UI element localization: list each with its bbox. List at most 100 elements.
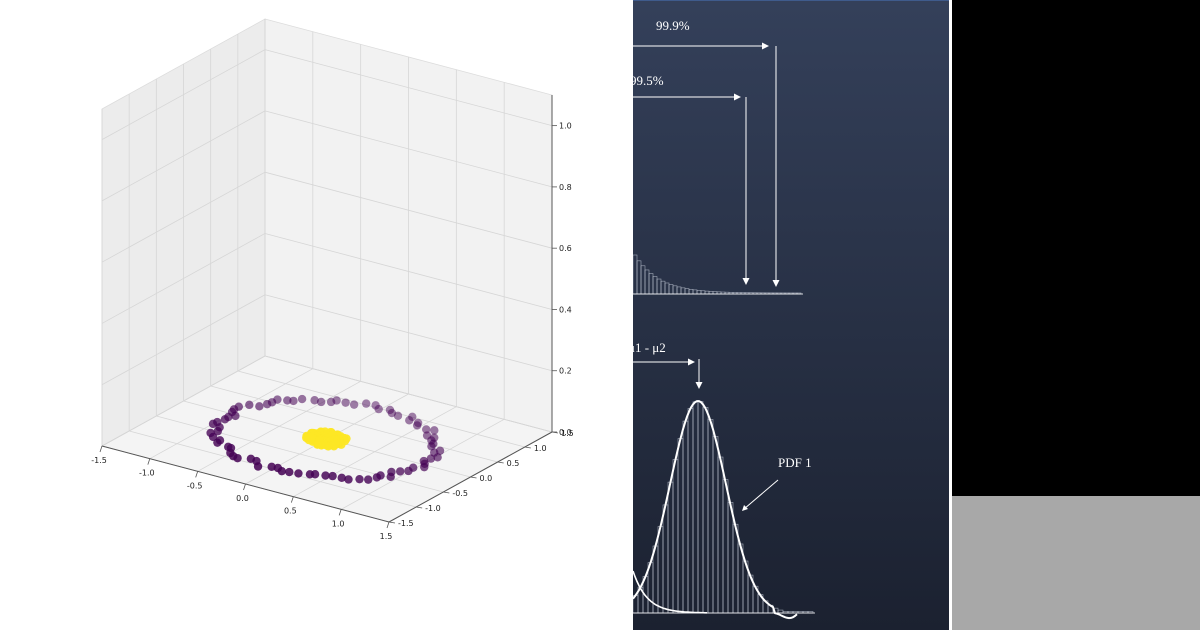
ring-point <box>395 467 405 476</box>
scatter3d-panel: -1.5 -1.0 -0.5 0.0 0.5 1.0 1.5 -1.5 -1.0 -0.5 0.0 0… <box>91 18 574 541</box>
ring-point <box>412 421 422 430</box>
ring-point <box>305 470 315 479</box>
x-tick-mark <box>243 483 246 491</box>
histogram-svg: 99.9% 99.5% μ1 - μ2 PDF 1 <box>633 18 815 620</box>
ring-point <box>233 453 242 463</box>
ring-point <box>297 394 307 404</box>
black-panel <box>952 0 1200 496</box>
histogram-bar <box>660 280 666 295</box>
ring-point <box>231 411 240 421</box>
z-tick-label: 0.6 <box>559 244 572 253</box>
histogram-bar <box>682 420 689 614</box>
ring-point <box>386 472 395 481</box>
y-tick-mark <box>470 476 477 479</box>
histogram-bar <box>656 278 662 295</box>
ring-point <box>253 462 263 471</box>
histogram-bar <box>680 287 686 295</box>
y-tick-label: 1.5 <box>561 429 574 438</box>
histogram-bar <box>636 260 642 295</box>
histogram-bar <box>712 436 719 614</box>
ring-point <box>427 442 436 451</box>
ring-point <box>349 400 359 409</box>
grid-line <box>101 49 266 140</box>
ring-point <box>310 396 319 405</box>
ring-point <box>262 399 272 409</box>
ring-point <box>337 473 346 483</box>
ring-point <box>283 396 292 405</box>
ring-point <box>341 398 350 407</box>
histogram-bar <box>692 401 699 614</box>
annotation-99-5: 99.5% <box>633 73 664 88</box>
annotation-pdf1: PDF 1 <box>778 455 812 470</box>
x-tick-label: -1.5 <box>91 456 107 465</box>
grid-line <box>264 294 553 372</box>
histogram-bar <box>697 401 704 614</box>
ring-point <box>208 419 218 429</box>
histogram-bar <box>657 526 664 614</box>
ring-point <box>289 396 298 406</box>
y-tick-mark <box>497 461 504 464</box>
ring-point <box>285 467 294 477</box>
histogram-bar <box>667 481 674 614</box>
histogram-bar <box>664 282 670 295</box>
ring-point <box>208 432 218 442</box>
ring-point <box>404 466 413 476</box>
ring-point <box>245 400 254 410</box>
arrow-head <box>695 382 703 389</box>
arrow-head <box>762 42 769 50</box>
ring-point <box>355 474 364 484</box>
x-tick-mark <box>195 471 199 478</box>
histogram-bar <box>696 290 702 295</box>
z-tick-label: 0.8 <box>559 183 572 192</box>
grid-line <box>101 171 266 263</box>
z-tick-label: 0.4 <box>559 305 572 314</box>
arrow-head <box>772 280 780 287</box>
histogram-bar <box>640 265 646 295</box>
histogram-bar <box>707 419 714 614</box>
grid-line <box>101 233 266 324</box>
x-tick-label: -0.5 <box>187 481 203 490</box>
grid-line <box>264 49 553 127</box>
histogram-bar <box>676 286 682 295</box>
ring-point <box>344 475 353 484</box>
grid-line <box>101 110 266 202</box>
histogram-bar <box>692 289 698 295</box>
ring-point <box>385 405 395 415</box>
x-tick-label: -1.0 <box>139 469 155 478</box>
ring-point <box>220 415 230 424</box>
ring-point <box>374 404 383 414</box>
annotation-99-9: 99.9% <box>656 18 690 33</box>
x-tick-mark <box>290 496 294 503</box>
x-tick-mark <box>99 445 103 453</box>
x-tick-label: 1.0 <box>332 519 345 528</box>
histogram-bar <box>662 504 669 614</box>
histogram-bar <box>644 269 650 295</box>
x-tick-mark <box>386 521 390 529</box>
histogram-bar <box>633 254 638 295</box>
y-tick-mark <box>524 446 531 449</box>
grid-line <box>101 294 266 386</box>
ring-point <box>364 475 373 484</box>
core-point <box>324 442 333 451</box>
pdf-curve <box>633 400 798 620</box>
y-tick-label: -1.5 <box>398 519 414 528</box>
ring-point <box>405 416 414 425</box>
ring-point <box>321 471 330 480</box>
y-tick-mark <box>416 506 423 509</box>
y-tick-label: -0.5 <box>452 489 468 498</box>
histogram-bar <box>687 408 694 614</box>
ring-point <box>213 438 222 447</box>
histogram-bar <box>677 438 684 614</box>
annotation-mu-diff: μ1 - μ2 <box>633 340 666 355</box>
histogram-bar <box>717 456 724 614</box>
histogram-bar <box>668 284 674 295</box>
histogram-bar <box>688 289 694 295</box>
histogram-bar <box>722 479 729 614</box>
y-tick-mark <box>388 521 396 524</box>
ring-point <box>326 397 336 407</box>
histogram-bar <box>672 285 678 295</box>
grey-panel <box>952 496 1200 630</box>
grid-line <box>237 370 525 448</box>
ring-point <box>255 402 264 411</box>
arrow-head <box>734 93 741 101</box>
